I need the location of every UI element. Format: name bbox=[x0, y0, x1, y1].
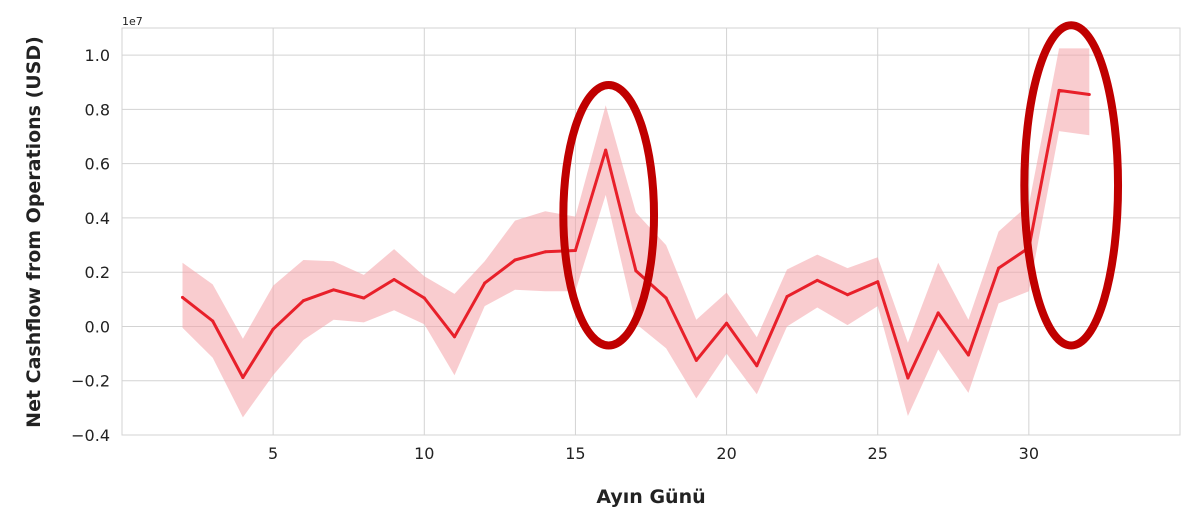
x-tick-label: 10 bbox=[414, 444, 434, 463]
x-tick-label: 30 bbox=[1019, 444, 1039, 463]
y-axis-offset-label: 1e7 bbox=[122, 15, 143, 28]
data-point bbox=[966, 353, 970, 357]
series-line-layer bbox=[180, 88, 1091, 380]
data-point bbox=[815, 278, 819, 282]
data-point bbox=[876, 280, 880, 284]
y-tick-label: −0.2 bbox=[71, 372, 110, 391]
confidence-band-layer bbox=[182, 48, 1090, 418]
x-tick-label: 25 bbox=[868, 444, 888, 463]
y-tick-label: 0.8 bbox=[85, 100, 110, 119]
data-point bbox=[634, 269, 638, 273]
data-point bbox=[422, 296, 426, 300]
data-point bbox=[301, 299, 305, 303]
tick-label-layer: 5 10 15 20 25 30 −0.4 −0.2 0.0 0.2 0.4 0.6 0.8 1.0 bbox=[71, 46, 1039, 463]
data-point bbox=[906, 376, 910, 380]
annotation-layer bbox=[559, 21, 1123, 350]
data-point bbox=[694, 358, 698, 362]
data-point bbox=[271, 327, 275, 331]
data-point bbox=[755, 364, 759, 368]
x-tick-label: 20 bbox=[716, 444, 736, 463]
data-point bbox=[1087, 92, 1091, 96]
confidence-band bbox=[182, 48, 1090, 418]
data-point bbox=[483, 281, 487, 285]
x-axis-title: Ayın Günü bbox=[596, 486, 705, 508]
data-point bbox=[573, 248, 577, 252]
data-point bbox=[725, 321, 729, 325]
data-point bbox=[785, 295, 789, 299]
y-tick-label: 0.2 bbox=[85, 263, 110, 282]
data-point bbox=[664, 296, 668, 300]
highlight-ellipse bbox=[559, 80, 659, 350]
data-point bbox=[845, 293, 849, 297]
y-tick-label: −0.4 bbox=[71, 426, 110, 445]
x-tick-label: 5 bbox=[268, 444, 278, 463]
data-point bbox=[453, 335, 457, 339]
data-point bbox=[211, 319, 215, 323]
data-point bbox=[997, 266, 1001, 270]
data-point bbox=[543, 250, 547, 254]
y-tick-label: 0.6 bbox=[85, 155, 110, 174]
data-point bbox=[362, 296, 366, 300]
data-point bbox=[936, 311, 940, 315]
highlight-ellipse bbox=[1020, 21, 1123, 350]
data-point bbox=[180, 295, 184, 299]
data-point bbox=[332, 288, 336, 292]
data-point bbox=[392, 278, 396, 282]
y-tick-label: 0.0 bbox=[85, 317, 110, 336]
y-axis-title: Net Cashflow from Operations (USD) bbox=[23, 36, 45, 428]
y-tick-label: 1.0 bbox=[85, 46, 110, 65]
data-point bbox=[241, 375, 245, 379]
data-point bbox=[513, 258, 517, 262]
x-tick-label: 15 bbox=[565, 444, 585, 463]
data-point bbox=[604, 148, 608, 152]
y-tick-label: 0.4 bbox=[85, 209, 110, 228]
data-point bbox=[1057, 88, 1061, 92]
